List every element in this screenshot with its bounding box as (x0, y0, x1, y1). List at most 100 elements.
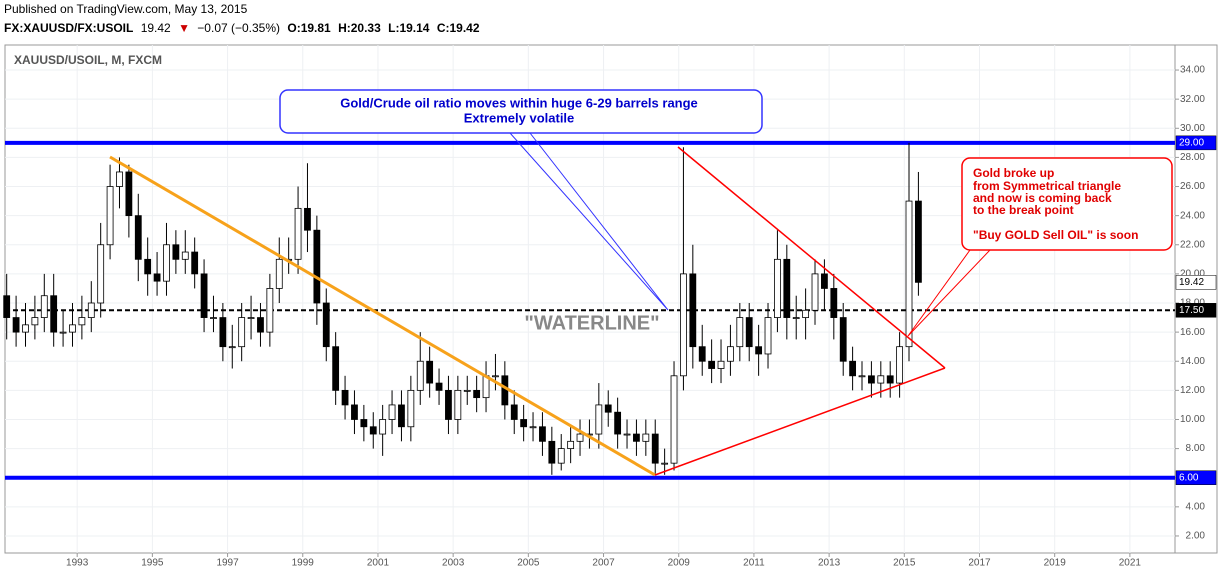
candle-body (257, 317, 264, 333)
candle-body (398, 404, 405, 428)
callout-text: "Buy GOLD Sell OIL" is soon (973, 228, 1138, 242)
x-tick-label: 2015 (893, 558, 916, 569)
candle-body (501, 375, 509, 406)
candle-body (3, 295, 11, 318)
candle-body (604, 404, 612, 413)
candle-body (595, 404, 603, 435)
y-tick-label: 34.00 (1180, 65, 1205, 76)
candle-body (792, 317, 800, 319)
candle-body (764, 317, 772, 355)
candle-body (200, 273, 208, 318)
candle-body (228, 346, 236, 349)
x-tick-label: 2011 (743, 558, 765, 569)
candle-body (106, 186, 114, 246)
ohlc: O:19.81 (287, 21, 331, 35)
waterline-label: "WATERLINE" (524, 312, 659, 334)
price-tag (1175, 135, 1217, 151)
x-tick-label: 1995 (141, 558, 164, 569)
y-tick-label: 20.00 (1180, 269, 1205, 280)
callout-text: Extremely volatile (464, 110, 575, 125)
candle-body (40, 295, 48, 318)
candle-body (839, 317, 847, 362)
ohlc: C:19.42 (436, 21, 480, 35)
x-tick-label: 1997 (216, 558, 239, 569)
y-tick-label: 14.00 (1180, 356, 1205, 367)
published: Published on TradingView.com, May 13, 20… (4, 2, 248, 16)
candle-body (548, 440, 556, 464)
candle-body (22, 324, 29, 333)
candle-body (614, 411, 622, 435)
x-tick-label: 2017 (968, 558, 991, 569)
candle-body (238, 317, 246, 348)
candle-body (915, 200, 922, 283)
y-tick-label: 26.00 (1180, 181, 1205, 192)
candle-body (736, 317, 744, 348)
x-tick-label: 1999 (292, 558, 315, 569)
x-tick-label: 2013 (818, 558, 841, 569)
callout-pointer (907, 249, 991, 337)
candle-body (576, 433, 584, 442)
candle-body (181, 251, 189, 260)
candle-body (868, 375, 875, 384)
callout-pointer (509, 132, 669, 311)
candle-body (821, 273, 828, 289)
candle-body (755, 346, 763, 355)
candle-body (858, 375, 866, 378)
change: −0.07 (−0.35%) (197, 21, 281, 35)
candle-body (379, 419, 387, 435)
candle-body (896, 346, 904, 384)
callout-text: to the break point (973, 203, 1074, 217)
candle-body (557, 448, 565, 464)
candle-body (426, 360, 434, 384)
candle-body (351, 404, 358, 420)
candle-body (407, 389, 415, 428)
x-tick-label: 2009 (668, 558, 691, 569)
candle-body (97, 244, 105, 304)
x-tick-label: 2021 (1119, 558, 1142, 569)
candle-body (87, 302, 95, 318)
candle-body (116, 171, 123, 187)
candle-body (727, 346, 734, 362)
candle-body (539, 426, 546, 442)
candle-body (473, 389, 481, 399)
candle-body (322, 302, 330, 348)
candle-body (529, 426, 537, 429)
candle-body (698, 346, 706, 362)
candle-body (12, 317, 20, 333)
down-arrow: ▼ (178, 21, 190, 35)
callout-box (279, 89, 763, 134)
candle-body (877, 375, 885, 384)
candle-body (50, 295, 58, 333)
candle-body (567, 440, 575, 450)
candle-body (454, 389, 462, 420)
candle-body (144, 258, 152, 275)
candle-body (360, 419, 368, 428)
candle-body (210, 317, 217, 319)
callout-box (961, 157, 1173, 251)
price-tag (1175, 470, 1217, 485)
y-tick-label: 2.00 (1186, 531, 1206, 542)
y-tick-label: 12.00 (1180, 385, 1205, 396)
candle-body (708, 360, 716, 369)
levels: 29.00 17.50 6.00 19.42 (5, 135, 1217, 485)
y-tick-label: 8.00 (1186, 443, 1206, 454)
candle-body (275, 258, 283, 289)
x-tick-label: 2001 (367, 558, 390, 569)
candle-body (830, 288, 838, 318)
candle-body (125, 171, 133, 217)
ohlc: H:20.33 (338, 21, 381, 35)
y-tick-label: 10.00 (1180, 414, 1205, 425)
candle-body (520, 419, 528, 428)
candle-body (802, 309, 810, 318)
price-tag-label: 19.42 (1179, 277, 1204, 288)
symbol-bar: FX:XAUUSD/FX:USOIL 19.42 ▼ −0.07 (−0.35%… (4, 21, 484, 35)
callout-text: from Symmetrical triangle (973, 179, 1121, 193)
candle-body (463, 389, 471, 392)
callout-text: Gold/Crude oil ratio moves within huge 6… (340, 95, 698, 110)
candle-body (717, 360, 725, 369)
candle-body (247, 317, 255, 319)
candle-body (294, 207, 302, 260)
candle-body (849, 360, 857, 377)
